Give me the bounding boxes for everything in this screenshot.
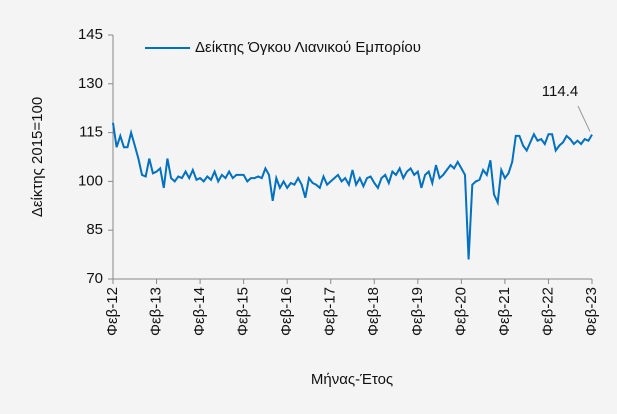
x-tick-label: Φεβ-15: [235, 287, 252, 336]
y-tick-label: 130: [78, 75, 103, 92]
x-tick-label: Φεβ-12: [104, 287, 121, 336]
x-tick-label: Φεβ-20: [452, 287, 469, 336]
data-line: [112, 122, 593, 260]
y-tick-label: 115: [79, 124, 103, 141]
x-tick-label: Φεβ-14: [191, 287, 208, 336]
data-label: 114.4: [542, 83, 578, 100]
x-tick-label: Φεβ-17: [322, 287, 339, 336]
x-axis-title: Μήνας-Έτος: [311, 371, 393, 388]
x-tick-label: Φεβ-23: [583, 287, 600, 336]
x-tick-label: Φεβ-19: [409, 287, 426, 336]
x-tick-label: Φεβ-22: [539, 287, 556, 336]
x-tick-label: Φεβ-18: [365, 287, 382, 336]
y-tick-label: 85: [86, 221, 103, 238]
label-leader: [577, 105, 591, 132]
y-tick-label: 100: [78, 172, 103, 189]
y-tick-label: 145: [78, 26, 103, 43]
y-axis-title: Δείκτης 2015=100: [29, 97, 46, 217]
x-tick-label: Φεβ-21: [496, 287, 513, 336]
y-tick-label: 70: [86, 270, 103, 287]
legend-label: Δείκτης Όγκου Λιανικού Εμπορίου: [195, 39, 421, 56]
x-tick-label: Φεβ-13: [148, 287, 165, 336]
x-tick-label: Φεβ-16: [278, 287, 295, 336]
